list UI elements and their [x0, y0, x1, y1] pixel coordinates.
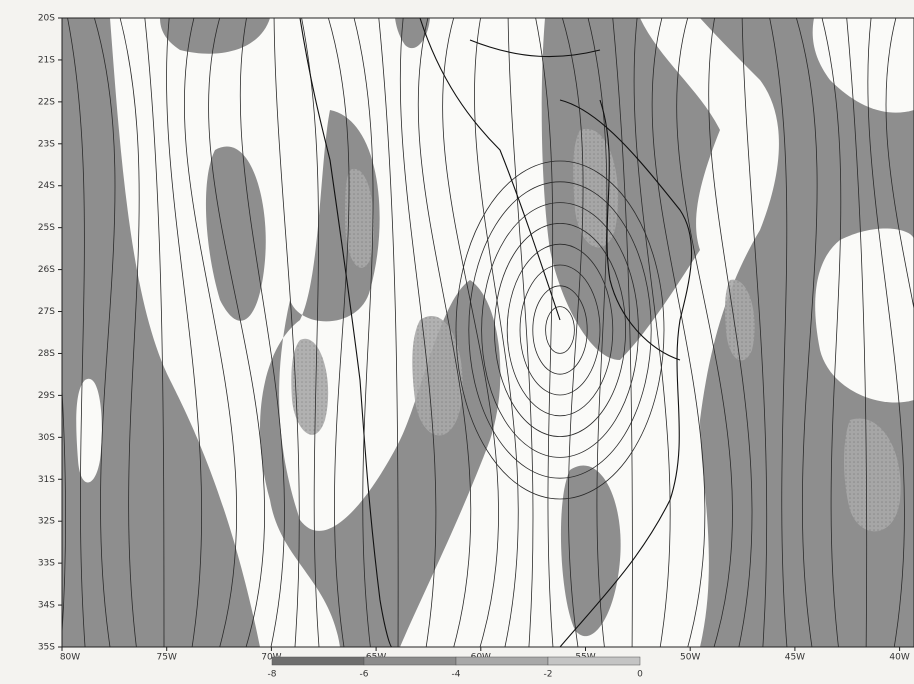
streamline	[846, 18, 868, 647]
streamline-loop	[519, 264, 601, 396]
streamline	[561, 18, 584, 647]
colorbar-label: 0	[637, 670, 643, 680]
colorbar-label: -6	[360, 670, 369, 680]
streamline-loop	[455, 160, 665, 500]
colorbar-label: -8	[268, 670, 277, 680]
streamline-loop	[545, 306, 575, 354]
streamline-loop	[532, 285, 588, 375]
streamline	[633, 18, 671, 647]
plot-frame	[61, 17, 914, 648]
streamline	[769, 18, 788, 647]
streamline	[885, 18, 914, 311]
clear-regions	[76, 18, 914, 483]
streamline	[676, 18, 733, 647]
streamline	[301, 18, 320, 647]
axes: 20S 21S 22S 23S 24S 25S 26S 27S 28S 29S 30S 31S 32S 3…	[38, 14, 910, 680]
y-tick-label: 26S	[38, 265, 55, 275]
streamline	[183, 18, 238, 647]
streamline	[399, 18, 437, 647]
x-tick-label: 45W	[785, 653, 805, 663]
streamlines	[62, 18, 914, 647]
x-tick-label: 50W	[680, 653, 700, 663]
y-tick-label: 35S	[38, 643, 55, 653]
streamline	[474, 18, 519, 647]
streamline	[587, 18, 608, 647]
streamline-loop	[506, 243, 614, 417]
y-tick-label: 20S	[38, 14, 55, 24]
colorbar-swatch	[271, 656, 365, 666]
streamline-loop	[493, 222, 626, 437]
streamline	[867, 18, 905, 647]
colorbar-label: -2	[544, 670, 553, 680]
streamline	[239, 18, 285, 647]
streamline	[821, 18, 842, 647]
streamline	[327, 18, 350, 647]
streamline	[208, 18, 265, 647]
streamline	[507, 18, 534, 647]
y-tick-label: 29S	[38, 391, 55, 401]
y-tick-label: 31S	[38, 475, 55, 485]
streamline	[166, 18, 203, 647]
y-tick-label: 24S	[38, 181, 55, 191]
x-tick-label: 80W	[60, 653, 80, 663]
y-tick-label: 21S	[38, 55, 55, 65]
y-tick-label: 28S	[38, 349, 55, 359]
streamline	[144, 18, 165, 647]
y-tick-label: 27S	[38, 307, 55, 317]
streamline-loop	[481, 202, 639, 458]
y-tick-label: 34S	[38, 601, 55, 611]
streamline	[442, 18, 499, 647]
streamline	[741, 18, 768, 647]
colorbar-swatch	[455, 656, 549, 666]
plot-area	[62, 18, 914, 647]
x-tick-label: 75W	[157, 653, 177, 663]
streamline-loop	[468, 181, 652, 479]
streamline	[93, 18, 116, 647]
streamline	[378, 18, 399, 647]
streamline	[62, 382, 66, 639]
y-tick-label: 23S	[38, 139, 55, 149]
colorbar-label: -4	[452, 670, 461, 680]
y-tick-label: 22S	[38, 97, 55, 107]
streamline	[67, 18, 86, 647]
streamline	[273, 18, 300, 647]
colorbar-swatch	[363, 656, 457, 666]
coastlines	[299, 18, 693, 647]
x-tick-label: 70W	[261, 653, 281, 663]
streamline	[119, 18, 140, 647]
streamline	[612, 18, 633, 647]
y-tick-label: 32S	[38, 517, 55, 527]
streamline	[417, 18, 472, 647]
y-tick-label: 30S	[38, 433, 55, 443]
y-tick-label: 25S	[38, 223, 55, 233]
y-tick-label: 33S	[38, 559, 55, 569]
streamline	[708, 18, 753, 647]
streamline	[795, 18, 818, 647]
streamline	[353, 18, 374, 647]
x-tick-label: 40W	[889, 653, 909, 663]
streamline	[535, 18, 554, 647]
colorbar-swatch	[547, 656, 641, 666]
